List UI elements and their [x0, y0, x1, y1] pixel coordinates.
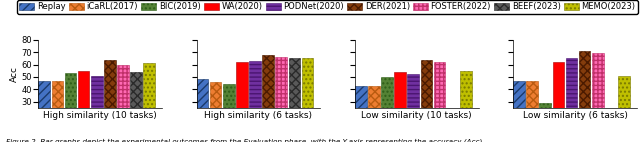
- Bar: [540, 103, 551, 108]
- Bar: [262, 55, 274, 108]
- Bar: [579, 51, 591, 108]
- Bar: [249, 61, 261, 108]
- Bar: [552, 62, 564, 108]
- X-axis label: Low similarity (6 tasks): Low similarity (6 tasks): [522, 111, 627, 120]
- Bar: [117, 65, 129, 108]
- Bar: [618, 76, 630, 108]
- Bar: [381, 77, 393, 108]
- X-axis label: Low similarity (10 tasks): Low similarity (10 tasks): [362, 111, 472, 120]
- Bar: [526, 81, 538, 108]
- Legend: Replay, iCaRL(2017), BIC(2019), WA(2020), PODNet(2020), DER(2021), FOSTER(2022),: Replay, iCaRL(2017), BIC(2019), WA(2020)…: [17, 0, 638, 14]
- Bar: [592, 53, 604, 108]
- Bar: [52, 81, 63, 108]
- Bar: [38, 81, 50, 108]
- Bar: [65, 73, 76, 108]
- Bar: [275, 57, 287, 108]
- Bar: [355, 86, 367, 108]
- Bar: [566, 58, 577, 108]
- Bar: [434, 62, 445, 108]
- Bar: [301, 58, 314, 108]
- Bar: [408, 74, 419, 108]
- Bar: [91, 76, 102, 108]
- Bar: [236, 62, 248, 108]
- Bar: [78, 71, 90, 108]
- X-axis label: High similarity (6 tasks): High similarity (6 tasks): [204, 111, 312, 120]
- Bar: [368, 86, 380, 108]
- Y-axis label: Acc: Acc: [10, 66, 19, 82]
- Bar: [513, 81, 525, 108]
- Bar: [394, 72, 406, 108]
- Bar: [104, 60, 116, 108]
- X-axis label: High similarity (10 tasks): High similarity (10 tasks): [44, 111, 157, 120]
- Bar: [223, 84, 235, 108]
- Bar: [289, 58, 300, 108]
- Text: Figure 2  Bar graphs depict the experimental outcomes from the Evaluation phase,: Figure 2 Bar graphs depict the experimen…: [6, 138, 483, 142]
- Bar: [196, 79, 208, 108]
- Bar: [420, 60, 432, 108]
- Bar: [210, 82, 221, 108]
- Bar: [460, 71, 472, 108]
- Bar: [143, 63, 155, 108]
- Bar: [131, 72, 142, 108]
